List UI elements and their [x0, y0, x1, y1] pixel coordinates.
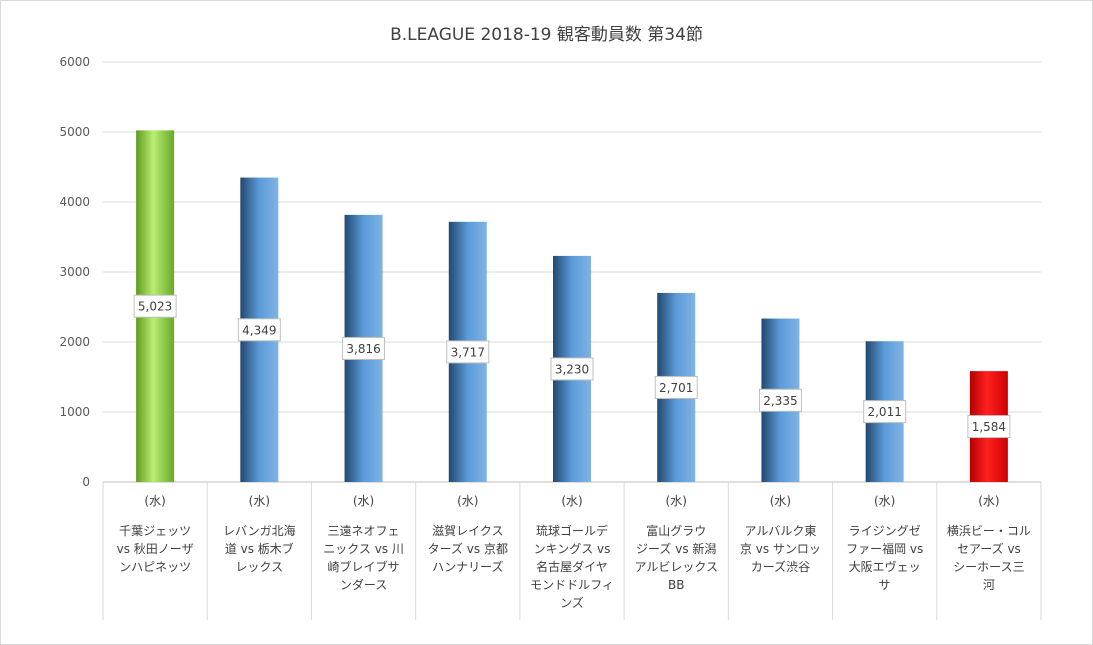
category-day-label: (水) — [457, 494, 478, 508]
category-label: ンズ — [560, 595, 584, 610]
data-label: 3,816 — [346, 342, 380, 356]
y-tick-label: 0 — [82, 475, 90, 489]
category-label: モンドドルフィ — [530, 578, 614, 592]
category-label: サ — [879, 578, 891, 592]
category-label: ンハピネッツ — [119, 560, 191, 574]
category-label: レバンガ北海 — [223, 523, 296, 538]
category-label: ジーズ vs 新潟 — [636, 541, 716, 556]
category-label: カーズ渋谷 — [751, 559, 810, 574]
category-label: 琉球ゴールデ — [536, 523, 608, 538]
category-label: BB — [668, 578, 684, 592]
data-label-box — [133, 294, 177, 318]
y-tick-label: 5000 — [59, 125, 90, 139]
category-label: アルビレックス — [634, 560, 718, 574]
data-label-box — [758, 388, 802, 412]
category-label: アルバルク東 — [744, 524, 816, 538]
data-label: 2,335 — [763, 394, 797, 408]
data-label-box — [654, 375, 698, 399]
category-day-label: (水) — [144, 494, 165, 508]
category-label: 富山グラウ — [646, 523, 706, 538]
data-label: 3,230 — [555, 362, 589, 376]
data-label: 2,701 — [659, 381, 693, 395]
category-day-label: (水) — [770, 494, 791, 508]
data-label: 5,023 — [138, 300, 172, 314]
category-label: 三遠ネオフェ — [328, 524, 400, 538]
category-label: 大阪エヴェッ — [849, 559, 921, 574]
category-label: 横浜ビー・コル — [947, 524, 1031, 538]
data-label-box — [863, 400, 907, 424]
data-label-box — [967, 415, 1011, 439]
category-label: 千葉ジェッツ — [119, 524, 191, 538]
y-tick-label: 1000 — [59, 405, 90, 419]
category-label: ニックス vs 川 — [323, 542, 404, 556]
category-label: 崎ブレイブサ — [328, 559, 400, 574]
category-label: 名古屋ダイヤ — [536, 559, 608, 574]
category-label: ハンナリーズ — [432, 559, 503, 574]
data-label-box — [342, 336, 386, 360]
category-label: 滋賀レイクス — [432, 524, 503, 538]
category-label: レックス — [236, 560, 284, 574]
category-label: ファー福岡 vs — [846, 541, 923, 556]
category-label: 河 — [983, 578, 995, 592]
category-day-label: (水) — [978, 494, 999, 508]
category-label: セアーズ vs — [957, 541, 1021, 556]
category-day-label: (水) — [666, 494, 687, 508]
data-label: 1,584 — [972, 420, 1006, 434]
data-label-box — [446, 340, 490, 364]
category-day-label: (水) — [874, 494, 895, 508]
category-label: 京 vs サンロッ — [740, 542, 821, 556]
category-label: 道 vs 栃木ブ — [225, 541, 294, 556]
chart-title: B.LEAGUE 2018-19 観客動員数 第34節 — [390, 25, 703, 45]
data-label-box — [550, 357, 594, 381]
data-label: 2,011 — [867, 405, 901, 419]
category-day-label: (水) — [561, 494, 582, 508]
y-tick-label: 2000 — [59, 335, 90, 349]
category-day-label: (水) — [353, 494, 374, 508]
y-tick-label: 3000 — [59, 265, 90, 279]
data-label: 3,717 — [451, 345, 485, 359]
category-day-label: (水) — [249, 494, 270, 508]
y-tick-label: 4000 — [59, 195, 90, 209]
category-label: ターズ vs 京都 — [428, 541, 508, 556]
data-label-box — [237, 318, 281, 342]
category-label: ンキングス vs — [534, 542, 611, 556]
data-label: 4,349 — [242, 323, 276, 337]
category-label: シーホース三 — [953, 560, 1024, 574]
y-tick-label: 6000 — [59, 55, 90, 69]
category-label: ライジングゼ — [849, 524, 921, 538]
category-label: ンダース — [340, 577, 387, 592]
category-label: vs 秋田ノーザ — [117, 542, 194, 556]
